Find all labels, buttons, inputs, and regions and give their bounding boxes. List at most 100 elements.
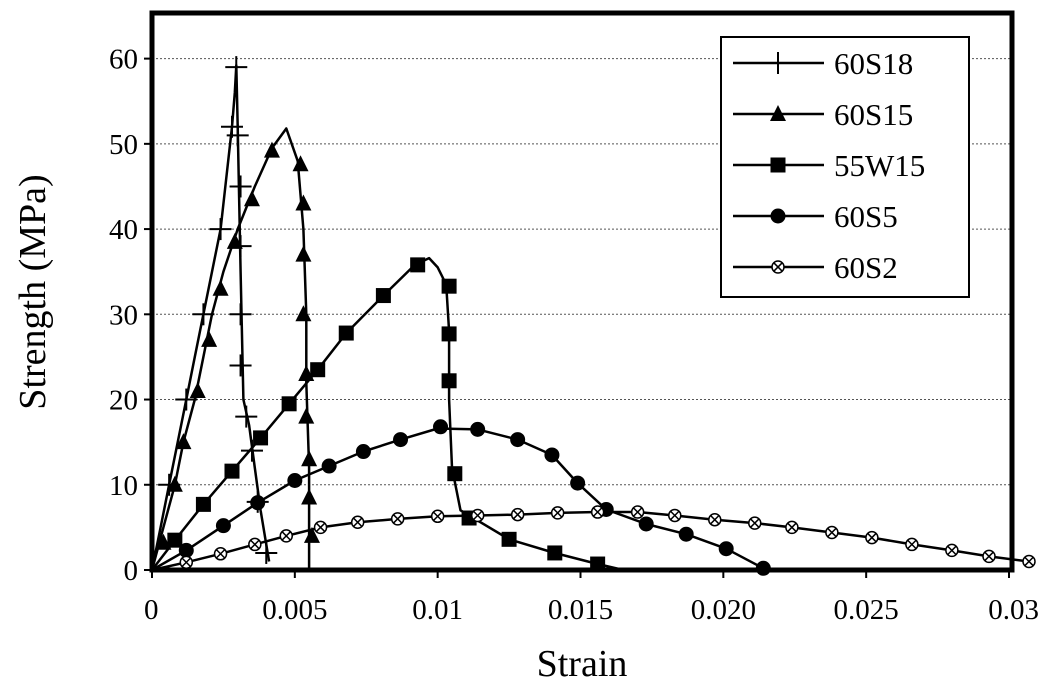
legend-label: 60S2: [834, 250, 898, 285]
data-point-60S2: [1022, 554, 1036, 569]
data-point-60S15: [226, 232, 243, 249]
data-point-60S15: [263, 141, 280, 158]
legend-item-60S15: 60S15: [733, 97, 913, 132]
data-point-60S18: [220, 115, 243, 138]
data-point-60S18: [229, 354, 252, 377]
series-60S15: [150, 127, 320, 571]
data-point-60S5: [287, 473, 303, 489]
data-point-60S15: [298, 407, 315, 424]
data-point-55W15: [195, 496, 211, 512]
data-point-55W15: [441, 278, 457, 294]
series-60S18: [150, 56, 278, 571]
y-tick-label: 30: [109, 299, 138, 331]
legend-item-60S2: 60S2: [733, 250, 898, 285]
y-tick-label: 0: [124, 555, 139, 587]
data-point-60S15: [292, 155, 309, 172]
data-point-55W15: [310, 362, 326, 378]
data-point-60S18: [235, 405, 258, 428]
data-point-60S2: [982, 549, 996, 564]
data-point-60S18: [229, 303, 252, 326]
data-point-60S2: [825, 525, 839, 540]
data-point-60S15: [295, 305, 312, 322]
y-tick-label: 40: [109, 214, 138, 246]
data-point-60S5: [433, 419, 449, 435]
data-point-55W15: [547, 545, 563, 561]
x-tick-label: 0.020: [691, 594, 756, 626]
y-tick-label: 60: [109, 44, 138, 76]
legend-item-60S5: 60S5: [733, 199, 898, 234]
x-tick-label: 0.01: [412, 594, 463, 626]
data-point-60S2: [313, 520, 328, 535]
axis-ticks: 0 10 20 30 40 50 60 0 0.005 0.01 0.015 0.020 0.025 0.…: [109, 44, 1039, 626]
data-point-60S2: [213, 547, 228, 561]
y-axis-title: Strength (MPa): [12, 174, 54, 409]
data-point-60S2: [630, 505, 645, 519]
data-point-60S2: [248, 537, 262, 552]
series-60S2: [151, 505, 1036, 572]
data-point-60S15: [295, 245, 312, 262]
data-point-60S15: [301, 488, 318, 505]
legend-item-60S18: 60S18: [733, 46, 913, 81]
x-tick-label: 0.015: [548, 594, 613, 626]
data-point-60S5: [250, 495, 266, 511]
data-point-60S5: [393, 432, 409, 448]
data-point-55W15: [375, 288, 391, 304]
data-point-60S18: [240, 439, 263, 462]
data-point-60S18: [226, 124, 249, 147]
legend-label: 60S15: [834, 97, 913, 132]
data-point-60S2: [668, 508, 682, 523]
x-tick-label: 0.005: [262, 594, 327, 626]
data-point-55W15: [441, 326, 457, 342]
data-point-60S5: [718, 541, 734, 557]
data-point-60S5: [544, 447, 560, 463]
data-point-60S2: [350, 515, 365, 530]
legend-label: 60S5: [834, 199, 898, 234]
data-point-60S15: [295, 194, 312, 211]
x-tick-label: 0: [144, 594, 159, 626]
data-point-60S2: [470, 508, 485, 523]
y-tick-label: 10: [109, 470, 138, 502]
y-tick-label: 20: [109, 385, 138, 417]
data-point-60S15: [303, 526, 320, 543]
data-point-60S2: [279, 529, 294, 543]
data-point-60S2: [785, 520, 799, 535]
data-point-60S5: [678, 526, 694, 542]
legend: 60S18 60S15 55W15 60S5 60S2: [720, 36, 970, 298]
legend-marker: [770, 105, 786, 121]
data-point-60S15: [212, 279, 229, 296]
data-point-55W15: [167, 532, 183, 548]
data-point-55W15: [224, 463, 240, 479]
x-axis-title: Strain: [537, 643, 628, 685]
data-point-60S2: [430, 509, 445, 524]
data-point-60S2: [748, 516, 762, 530]
data-point-60S2: [590, 505, 605, 519]
x-tick-label: 0.025: [834, 594, 899, 626]
legend-marker: [771, 260, 785, 274]
data-point-55W15: [281, 396, 297, 412]
data-point-60S15: [201, 330, 218, 347]
series-line-60S15: [150, 127, 311, 571]
data-point-60S5: [321, 458, 337, 474]
data-point-60S18: [255, 541, 278, 564]
legend-marker: [770, 208, 786, 224]
data-point-60S2: [905, 537, 919, 552]
series-55W15: [151, 256, 624, 572]
data-point-60S2: [550, 506, 565, 520]
data-point-60S15: [189, 382, 206, 399]
data-point-60S2: [179, 555, 194, 570]
data-point-60S15: [301, 450, 318, 467]
series-line-55W15: [151, 256, 624, 572]
data-point-60S5: [178, 542, 194, 558]
data-point-60S18: [229, 175, 252, 198]
data-point-60S2: [708, 512, 722, 527]
x-tick-label: 0.03: [988, 594, 1039, 626]
legend-box: [720, 36, 970, 298]
data-point-55W15: [441, 373, 457, 389]
legend-items: 60S18 60S15 55W15 60S5 60S2: [733, 46, 925, 285]
series-layer: [150, 56, 1036, 576]
data-point-60S18: [225, 56, 248, 79]
data-point-60S15: [243, 190, 260, 207]
data-point-55W15: [253, 430, 269, 446]
data-point-60S2: [390, 512, 405, 526]
